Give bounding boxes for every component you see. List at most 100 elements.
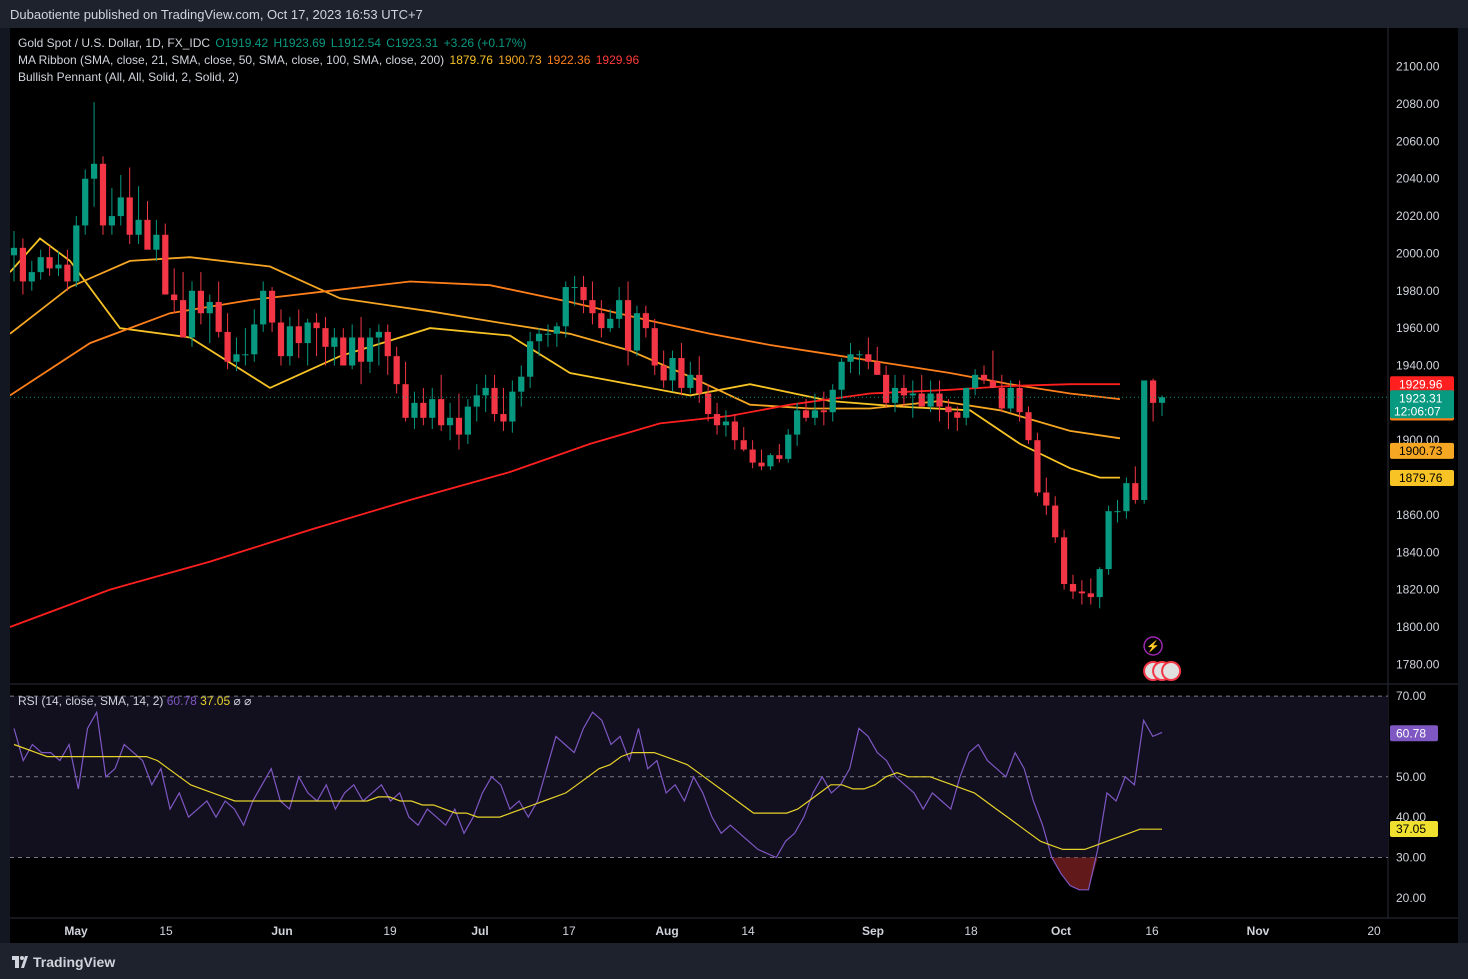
candle-body: [936, 393, 943, 407]
candle-body: [927, 393, 934, 407]
chart-svg[interactable]: 2100.002080.002060.002040.002020.002000.…: [10, 28, 1458, 943]
candle-body: [616, 300, 623, 319]
close-price-tag-text: 1923.31: [1399, 391, 1443, 405]
symbol-name[interactable]: Gold Spot / U.S. Dollar, 1D, FX_IDC: [18, 36, 211, 50]
rsi-na-1: ⌀: [233, 694, 241, 708]
price-tick-label: 1960.00: [1396, 321, 1440, 335]
candle-body: [731, 421, 738, 441]
time-tick-label: Jun: [271, 924, 292, 938]
candle-body: [304, 322, 311, 344]
candle-body: [633, 313, 641, 351]
candle-body: [820, 410, 827, 413]
time-tick-label: Sep: [862, 924, 884, 938]
candle-body: [260, 290, 267, 325]
us-flag-event-icon: [1161, 661, 1182, 681]
candle-body: [206, 302, 213, 314]
candle-body: [90, 163, 98, 179]
price-tick-label: 2060.00: [1396, 134, 1440, 148]
candle-body: [37, 257, 44, 273]
candle-body: [696, 374, 703, 394]
candle-body: [1087, 593, 1094, 598]
candle-body: [55, 264, 62, 269]
pattern-label[interactable]: Bullish Pennant (All, All, Solid, 2, Sol…: [18, 70, 239, 84]
candle-body: [1025, 412, 1032, 441]
candle-body: [357, 337, 365, 362]
chart-area[interactable]: 2100.00 2080.00 2060.00 2040.00 2020.00 2000.…: [10, 28, 1458, 943]
rsi-sma-tag: [1390, 821, 1438, 838]
price-tick-label: 1980.00: [1396, 284, 1440, 298]
tradingview-logo[interactable]: TradingView: [12, 954, 115, 970]
candle-body: [402, 384, 409, 418]
time-tick-label: 18: [964, 924, 978, 938]
footer-bar: TradingView: [0, 943, 1468, 979]
rsi-legend[interactable]: RSI (14, close, SMA, 14, 2) 60.78 37.05 …: [18, 694, 251, 708]
candle-body: [1141, 380, 1148, 500]
candle-body: [411, 402, 418, 418]
candle-body: [874, 361, 881, 375]
ma50-price-tag-text: 1900.73: [1399, 444, 1443, 458]
pattern-legend[interactable]: Bullish Pennant (All, All, Solid, 2, Sol…: [18, 70, 241, 84]
ma200-price-tag: [1390, 376, 1454, 393]
close-price-tag: [1390, 390, 1454, 419]
candle-body: [589, 300, 596, 314]
rsi-value-tag-text: 60.78: [1396, 726, 1426, 740]
candle-body: [268, 290, 276, 323]
candle-body: [624, 300, 632, 351]
candle-body: [1007, 387, 1014, 409]
ma100-value: 1922.36: [547, 53, 591, 67]
rsi-value: 60.78: [166, 694, 197, 708]
candle-body: [10, 247, 18, 256]
change-value: +3.26 (+0.17%): [443, 36, 527, 50]
candle-body: [242, 354, 249, 356]
candle-body: [945, 406, 952, 413]
lightning-icon-glyph: ⚡: [1146, 640, 1160, 653]
price-tick-label: 2040.00: [1396, 172, 1440, 186]
candle-body: [544, 333, 552, 335]
time-tick-label: Nov: [1247, 924, 1270, 938]
rsi-tick-label: 30.00: [1396, 850, 1426, 864]
candle-body: [19, 247, 27, 282]
candle-body: [954, 412, 961, 418]
candle-body: [607, 318, 614, 329]
candle-body: [153, 234, 160, 250]
price-tick-label: 1820.00: [1396, 583, 1440, 597]
time-tick-label: May: [64, 924, 88, 938]
candle-body: [171, 294, 178, 301]
candle-body: [429, 399, 436, 418]
candle-body: [64, 264, 71, 282]
candle-body: [1114, 511, 1121, 513]
candle-body: [455, 417, 463, 435]
candle-body: [562, 287, 569, 327]
rsi-oversold-fill: [1051, 857, 1098, 890]
publish-header-bar: Dubaotiente published on TradingView.com…: [0, 0, 1468, 28]
rsi-value-tag: [1390, 725, 1438, 742]
lightning-event-icon: [1143, 636, 1163, 656]
candle-body: [46, 257, 53, 269]
candle-body: [215, 302, 222, 332]
candle-body: [117, 197, 124, 217]
candle-body: [856, 354, 863, 356]
candle-body: [126, 197, 133, 235]
candle-body: [28, 272, 35, 282]
ma200-line: [10, 383, 1120, 628]
price-tick-label: 1840.00: [1396, 545, 1440, 559]
time-tick-label: Jul: [471, 924, 488, 938]
candle-body: [1034, 440, 1041, 493]
candle-body: [785, 434, 792, 459]
ma-ribbon-label[interactable]: MA Ribbon (SMA, close, 21, SMA, close, 5…: [18, 53, 445, 67]
ma21-line: [10, 237, 1120, 479]
candle-body: [580, 287, 587, 301]
symbol-legend[interactable]: Gold Spot / U.S. Dollar, 1D, FX_IDC O191…: [18, 36, 528, 50]
candle-body: [322, 328, 329, 347]
candle-body: [1043, 492, 1050, 506]
ma50-line: [10, 256, 1121, 440]
price-tick-label: 1940.00: [1396, 359, 1440, 373]
candle-body: [420, 402, 427, 418]
candle-body: [144, 219, 151, 250]
candle-body: [331, 337, 338, 347]
candle-body: [188, 290, 196, 338]
candle-body: [767, 455, 774, 467]
candle-body: [1052, 505, 1059, 538]
rsi-label[interactable]: RSI (14, close, SMA, 14, 2): [18, 694, 164, 708]
ma-ribbon-legend[interactable]: MA Ribbon (SMA, close, 21, SMA, close, 5…: [18, 53, 641, 67]
